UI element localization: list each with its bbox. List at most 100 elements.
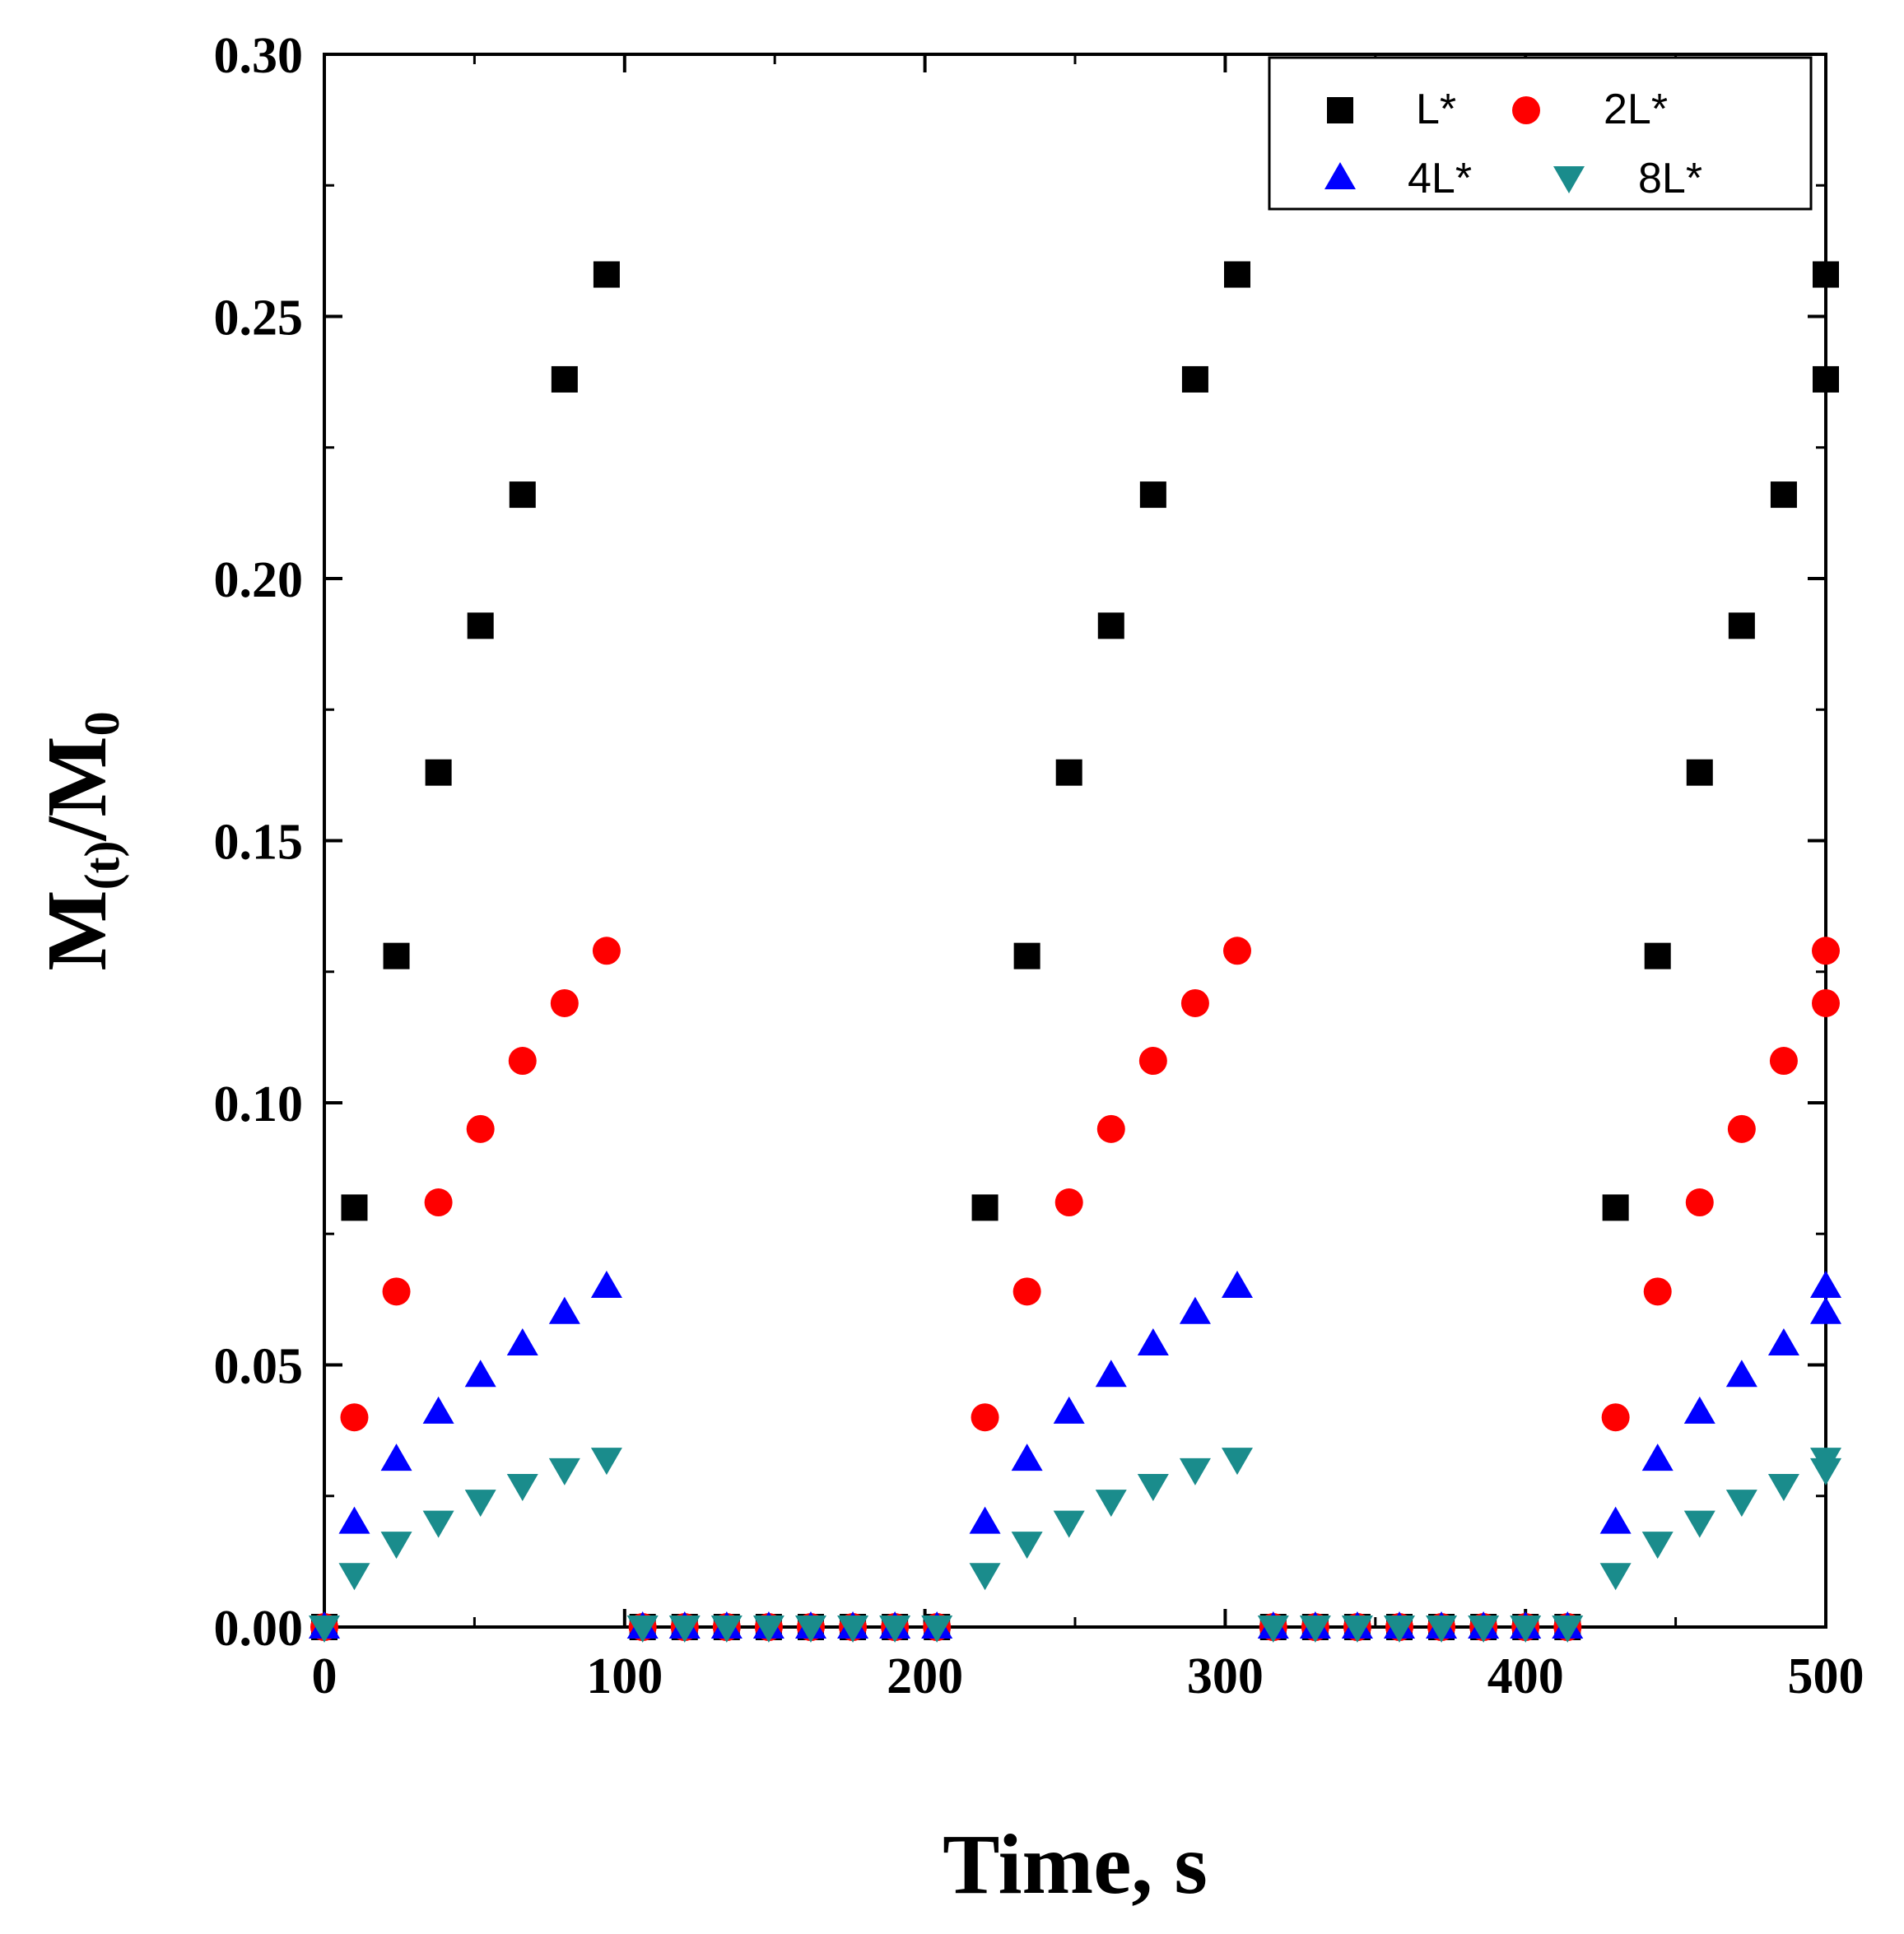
data-point <box>1011 1532 1043 1560</box>
data-point <box>969 1563 1001 1591</box>
data-point <box>1221 1448 1253 1476</box>
data-point <box>710 1616 743 1643</box>
data-point <box>1644 942 1671 969</box>
data-point <box>1599 1506 1632 1534</box>
tick-labels: 0 100 200 300 400 500 0.00 0.05 0.10 0.15 0.20 0.25… <box>214 28 1864 1704</box>
y-title-main: M <box>30 890 124 970</box>
data-point <box>592 937 621 965</box>
data-point <box>338 1506 370 1534</box>
data-point <box>548 1296 580 1324</box>
y-title-sub-t: (t) <box>75 840 129 890</box>
data-point <box>1641 1532 1674 1560</box>
data-point <box>971 1194 999 1221</box>
data-point <box>752 1616 784 1643</box>
data-point <box>1095 1360 1127 1388</box>
data-point <box>1097 612 1124 639</box>
legend-label-l: L* <box>1416 86 1456 133</box>
x-tick-label: 300 <box>1187 1648 1264 1704</box>
y-tick-label: 0.30 <box>214 28 304 84</box>
plot-area <box>323 53 1827 1629</box>
legend-marker <box>1324 162 1356 189</box>
data-point <box>467 612 494 639</box>
data-point <box>382 1277 411 1306</box>
x-tick-label: 0 <box>312 1648 338 1704</box>
data-point <box>551 365 578 393</box>
y-tick-label: 0.00 <box>214 1601 304 1657</box>
data-point <box>380 1444 412 1471</box>
data-points <box>309 261 1841 1643</box>
data-point <box>1683 1396 1715 1424</box>
data-point <box>1011 1444 1043 1471</box>
x-tick-label: 100 <box>586 1648 663 1704</box>
data-point <box>1223 261 1250 288</box>
legend-label-8l: 8L* <box>1638 155 1702 202</box>
x-tick-label: 400 <box>1487 1648 1564 1704</box>
data-point <box>879 1616 911 1643</box>
y-tick-label: 0.25 <box>214 291 304 346</box>
data-point <box>1139 481 1166 509</box>
data-point <box>425 759 452 786</box>
data-point <box>1810 1448 1841 1476</box>
axis-ticks <box>323 53 1827 1629</box>
data-point <box>338 1563 370 1591</box>
data-point <box>383 942 410 969</box>
data-point <box>1810 1296 1841 1324</box>
data-point <box>1096 1114 1125 1143</box>
data-point <box>309 1616 340 1643</box>
data-point <box>1137 1328 1169 1356</box>
data-point <box>548 1457 580 1485</box>
data-point <box>969 1506 1001 1534</box>
series-4 <box>309 1448 1841 1643</box>
data-point <box>1552 1616 1584 1643</box>
y-tick-label: 0.15 <box>214 815 304 871</box>
data-point <box>1770 481 1797 509</box>
data-point <box>1725 1360 1757 1388</box>
data-point <box>1641 1444 1674 1471</box>
legend: L* 2L* 4L* 8L* <box>1268 56 1813 211</box>
data-point <box>1510 1616 1542 1643</box>
data-point <box>1138 1047 1167 1076</box>
data-point <box>1426 1616 1458 1643</box>
data-point <box>1181 365 1208 393</box>
data-point <box>509 481 536 509</box>
data-point <box>1137 1474 1169 1502</box>
data-point <box>550 988 579 1017</box>
data-point <box>971 1403 999 1432</box>
y-tick-label: 0.20 <box>214 552 304 608</box>
data-point <box>422 1510 454 1538</box>
data-point <box>1179 1457 1211 1485</box>
data-point <box>1810 1270 1841 1298</box>
data-point <box>1053 1510 1085 1538</box>
x-tick-label: 200 <box>887 1648 963 1704</box>
data-point <box>1767 1474 1799 1502</box>
x-tick-label: 500 <box>1788 1648 1864 1704</box>
data-point <box>466 1114 495 1143</box>
data-point <box>921 1616 953 1643</box>
x-axis-title: Time, s <box>943 1817 1208 1912</box>
data-point <box>1257 1616 1289 1643</box>
data-point <box>1179 1296 1211 1324</box>
data-point <box>837 1616 869 1643</box>
data-point <box>668 1616 701 1643</box>
legend-box <box>1268 56 1813 211</box>
y-title-mid: /M <box>30 736 124 842</box>
data-point <box>1725 1490 1757 1518</box>
data-point <box>508 1047 537 1076</box>
legend-marker <box>1512 96 1540 124</box>
data-point <box>1054 1188 1083 1217</box>
data-point <box>1686 759 1713 786</box>
data-point <box>1095 1490 1127 1518</box>
data-point <box>464 1490 496 1518</box>
y-tick-label: 0.05 <box>214 1339 304 1395</box>
data-point <box>590 1270 622 1298</box>
data-point <box>1013 1277 1041 1306</box>
data-point <box>1685 1188 1714 1217</box>
data-point <box>1468 1616 1500 1643</box>
legend-label-4l: 4L* <box>1408 155 1472 202</box>
data-point <box>1180 988 1209 1017</box>
data-point <box>590 1448 622 1476</box>
data-point <box>1055 759 1082 786</box>
data-point <box>1643 1277 1672 1306</box>
data-point <box>1813 261 1839 288</box>
